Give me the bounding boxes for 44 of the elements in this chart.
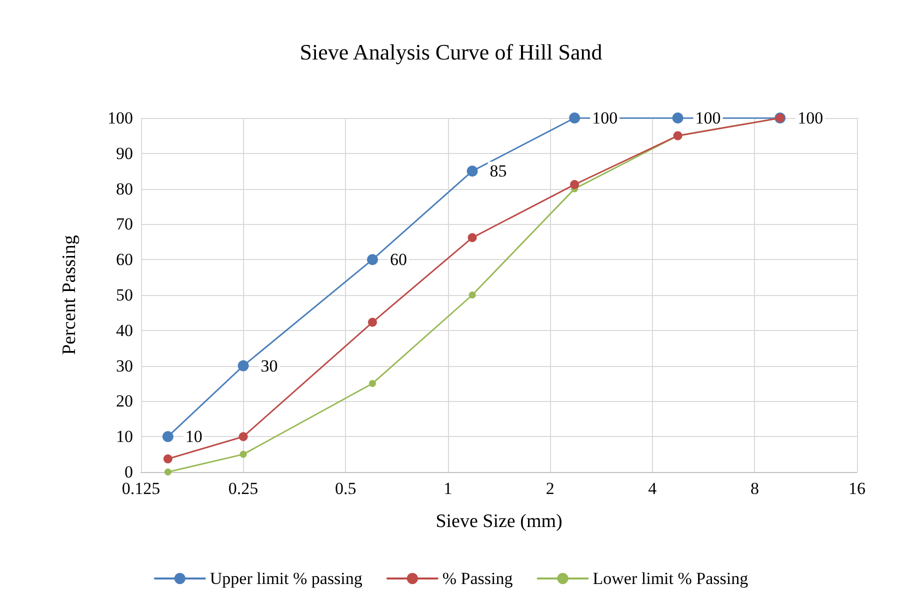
data-label: 100 <box>798 108 824 128</box>
y-tick-label: 0 <box>124 462 133 482</box>
legend-label: % Passing <box>442 569 514 588</box>
y-axis-title: Percent Passing <box>59 234 80 355</box>
point <box>468 233 477 242</box>
chart-title: Sieve Analysis Curve of Hill Sand <box>300 40 602 64</box>
x-tick-label: 16 <box>848 479 866 498</box>
data-label: 100 <box>592 108 618 128</box>
y-tick-label: 80 <box>116 179 133 198</box>
legend-label: Lower limit % Passing <box>592 569 749 588</box>
y-tick-label: 50 <box>116 286 133 304</box>
point <box>162 431 174 442</box>
point <box>366 254 378 266</box>
y-tick-label: 60 <box>116 250 133 270</box>
point <box>368 380 376 387</box>
data-label: 100 <box>695 108 721 128</box>
data-label: 60 <box>390 250 407 270</box>
y-tick-label: 20 <box>116 392 133 411</box>
x-tick-label: 0.5 <box>334 479 356 498</box>
data-label: 30 <box>260 356 278 376</box>
point <box>163 454 172 464</box>
point <box>468 292 476 298</box>
x-tick-label: 2 <box>546 479 554 498</box>
y-tick-label: 70 <box>116 214 133 234</box>
point <box>466 166 478 177</box>
point <box>164 468 172 476</box>
x-tick-label: 4 <box>648 479 658 498</box>
y-tick-label: 30 <box>116 356 133 376</box>
x-tick-label: 0.25 <box>228 479 258 498</box>
y-tick-label: 100 <box>108 108 133 128</box>
y-tick-label: 10 <box>116 427 133 446</box>
data-label: 85 <box>490 162 507 181</box>
x-tick-label: 8 <box>750 479 759 498</box>
point <box>368 318 377 327</box>
legend-label: Upper limit % passing <box>210 569 363 588</box>
x-tick-label: 0.125 <box>122 479 160 498</box>
data-label: 10 <box>185 427 202 446</box>
point <box>569 112 580 124</box>
x-axis-title: Sieve Size (mm) <box>436 511 562 532</box>
point <box>570 180 580 190</box>
point <box>672 112 684 124</box>
x-tick-label: 1 <box>444 479 452 498</box>
y-tick-label: 90 <box>116 144 133 163</box>
y-tick-label: 40 <box>116 320 133 340</box>
